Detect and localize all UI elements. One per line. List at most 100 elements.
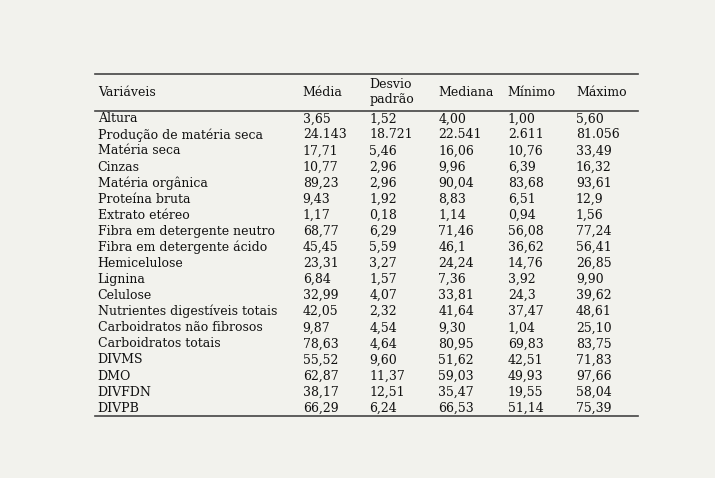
Text: 18.721: 18.721 bbox=[369, 129, 413, 141]
Text: Altura: Altura bbox=[98, 112, 137, 125]
Text: 2.611: 2.611 bbox=[508, 129, 543, 141]
Text: 77,24: 77,24 bbox=[576, 225, 611, 238]
Text: 3,27: 3,27 bbox=[369, 257, 397, 270]
Text: 33,81: 33,81 bbox=[438, 289, 474, 302]
Text: Cinzas: Cinzas bbox=[98, 161, 139, 174]
Text: 38,17: 38,17 bbox=[302, 386, 338, 399]
Text: 9,96: 9,96 bbox=[438, 161, 466, 174]
Text: DMO: DMO bbox=[98, 369, 131, 382]
Text: 1,52: 1,52 bbox=[369, 112, 397, 125]
Text: Desvio
padrão: Desvio padrão bbox=[369, 78, 414, 106]
Text: Mediana: Mediana bbox=[438, 86, 494, 99]
Text: 68,77: 68,77 bbox=[302, 225, 338, 238]
Text: 3,65: 3,65 bbox=[302, 112, 330, 125]
Text: 19,55: 19,55 bbox=[508, 386, 543, 399]
Text: 78,63: 78,63 bbox=[302, 337, 338, 350]
Text: Mínimo: Mínimo bbox=[508, 86, 556, 99]
Text: 83,68: 83,68 bbox=[508, 176, 543, 190]
Text: Carboidratos não fibrosos: Carboidratos não fibrosos bbox=[98, 321, 262, 334]
Text: 9,30: 9,30 bbox=[438, 321, 466, 334]
Text: 58,04: 58,04 bbox=[576, 386, 611, 399]
Text: 24,3: 24,3 bbox=[508, 289, 536, 302]
Text: 2,32: 2,32 bbox=[369, 305, 397, 318]
Text: 51,14: 51,14 bbox=[508, 402, 543, 415]
Text: 37,47: 37,47 bbox=[508, 305, 543, 318]
Text: 24.143: 24.143 bbox=[302, 129, 347, 141]
Text: 6,84: 6,84 bbox=[302, 273, 330, 286]
Text: 66,29: 66,29 bbox=[302, 402, 338, 415]
Text: 80,95: 80,95 bbox=[438, 337, 474, 350]
Text: 56,08: 56,08 bbox=[508, 225, 543, 238]
Text: 25,10: 25,10 bbox=[576, 321, 611, 334]
Text: 12,9: 12,9 bbox=[576, 193, 603, 206]
Text: Carboidratos totais: Carboidratos totais bbox=[98, 337, 220, 350]
Text: 9,60: 9,60 bbox=[369, 353, 397, 367]
Text: 2,96: 2,96 bbox=[369, 176, 397, 190]
Text: 89,23: 89,23 bbox=[302, 176, 338, 190]
Text: 24,24: 24,24 bbox=[438, 257, 474, 270]
Text: 46,1: 46,1 bbox=[438, 241, 466, 254]
Text: 9,43: 9,43 bbox=[302, 193, 330, 206]
Text: 48,61: 48,61 bbox=[576, 305, 612, 318]
Text: 42,51: 42,51 bbox=[508, 353, 543, 367]
Text: 26,85: 26,85 bbox=[576, 257, 611, 270]
Text: 16,32: 16,32 bbox=[576, 161, 611, 174]
Text: 1,00: 1,00 bbox=[508, 112, 536, 125]
Text: 10,77: 10,77 bbox=[302, 161, 338, 174]
Text: 6,24: 6,24 bbox=[369, 402, 397, 415]
Text: 35,47: 35,47 bbox=[438, 386, 474, 399]
Text: 22.541: 22.541 bbox=[438, 129, 482, 141]
Text: Produção de matéria seca: Produção de matéria seca bbox=[98, 128, 262, 141]
Text: Celulose: Celulose bbox=[98, 289, 152, 302]
Text: 2,96: 2,96 bbox=[369, 161, 397, 174]
Text: 0,94: 0,94 bbox=[508, 209, 536, 222]
Text: DIVFDN: DIVFDN bbox=[98, 386, 152, 399]
Text: 8,83: 8,83 bbox=[438, 193, 466, 206]
Text: 4,07: 4,07 bbox=[369, 289, 397, 302]
Text: 1,57: 1,57 bbox=[369, 273, 397, 286]
Text: 56,41: 56,41 bbox=[576, 241, 611, 254]
Text: 49,93: 49,93 bbox=[508, 369, 543, 382]
Text: 42,05: 42,05 bbox=[302, 305, 338, 318]
Text: 1,14: 1,14 bbox=[438, 209, 466, 222]
Text: 9,90: 9,90 bbox=[576, 273, 603, 286]
Text: 6,39: 6,39 bbox=[508, 161, 536, 174]
Text: Variáveis: Variáveis bbox=[98, 86, 155, 99]
Text: Lignina: Lignina bbox=[98, 273, 146, 286]
Text: 93,61: 93,61 bbox=[576, 176, 611, 190]
Text: Máximo: Máximo bbox=[576, 86, 626, 99]
Text: 14,76: 14,76 bbox=[508, 257, 543, 270]
Text: 97,66: 97,66 bbox=[576, 369, 611, 382]
Text: 9,87: 9,87 bbox=[302, 321, 330, 334]
Text: 10,76: 10,76 bbox=[508, 144, 543, 157]
Text: 51,62: 51,62 bbox=[438, 353, 474, 367]
Text: 41,64: 41,64 bbox=[438, 305, 474, 318]
Text: 69,83: 69,83 bbox=[508, 337, 543, 350]
Text: Fibra em detergente neutro: Fibra em detergente neutro bbox=[98, 225, 275, 238]
Text: 4,64: 4,64 bbox=[369, 337, 397, 350]
Text: Proteína bruta: Proteína bruta bbox=[98, 193, 190, 206]
Text: 32,99: 32,99 bbox=[302, 289, 338, 302]
Text: 5,59: 5,59 bbox=[369, 241, 397, 254]
Text: Hemicelulose: Hemicelulose bbox=[98, 257, 184, 270]
Text: 23,31: 23,31 bbox=[302, 257, 338, 270]
Text: 71,83: 71,83 bbox=[576, 353, 611, 367]
Text: 5,46: 5,46 bbox=[369, 144, 397, 157]
Text: 71,46: 71,46 bbox=[438, 225, 474, 238]
Text: 6,29: 6,29 bbox=[369, 225, 397, 238]
Text: Média: Média bbox=[302, 86, 342, 99]
Text: 5,60: 5,60 bbox=[576, 112, 603, 125]
Text: 1,92: 1,92 bbox=[369, 193, 397, 206]
Text: Matéria seca: Matéria seca bbox=[98, 144, 180, 157]
Text: Matéria orgânica: Matéria orgânica bbox=[98, 176, 207, 190]
Text: 11,37: 11,37 bbox=[369, 369, 405, 382]
Text: 16,06: 16,06 bbox=[438, 144, 474, 157]
Text: DIVMS: DIVMS bbox=[98, 353, 143, 367]
Text: 17,71: 17,71 bbox=[302, 144, 338, 157]
Text: 81.056: 81.056 bbox=[576, 129, 620, 141]
Text: 75,39: 75,39 bbox=[576, 402, 611, 415]
Text: 3,92: 3,92 bbox=[508, 273, 536, 286]
Text: 1,04: 1,04 bbox=[508, 321, 536, 334]
Text: 62,87: 62,87 bbox=[302, 369, 338, 382]
Text: Fibra em detergente ácido: Fibra em detergente ácido bbox=[98, 240, 267, 254]
